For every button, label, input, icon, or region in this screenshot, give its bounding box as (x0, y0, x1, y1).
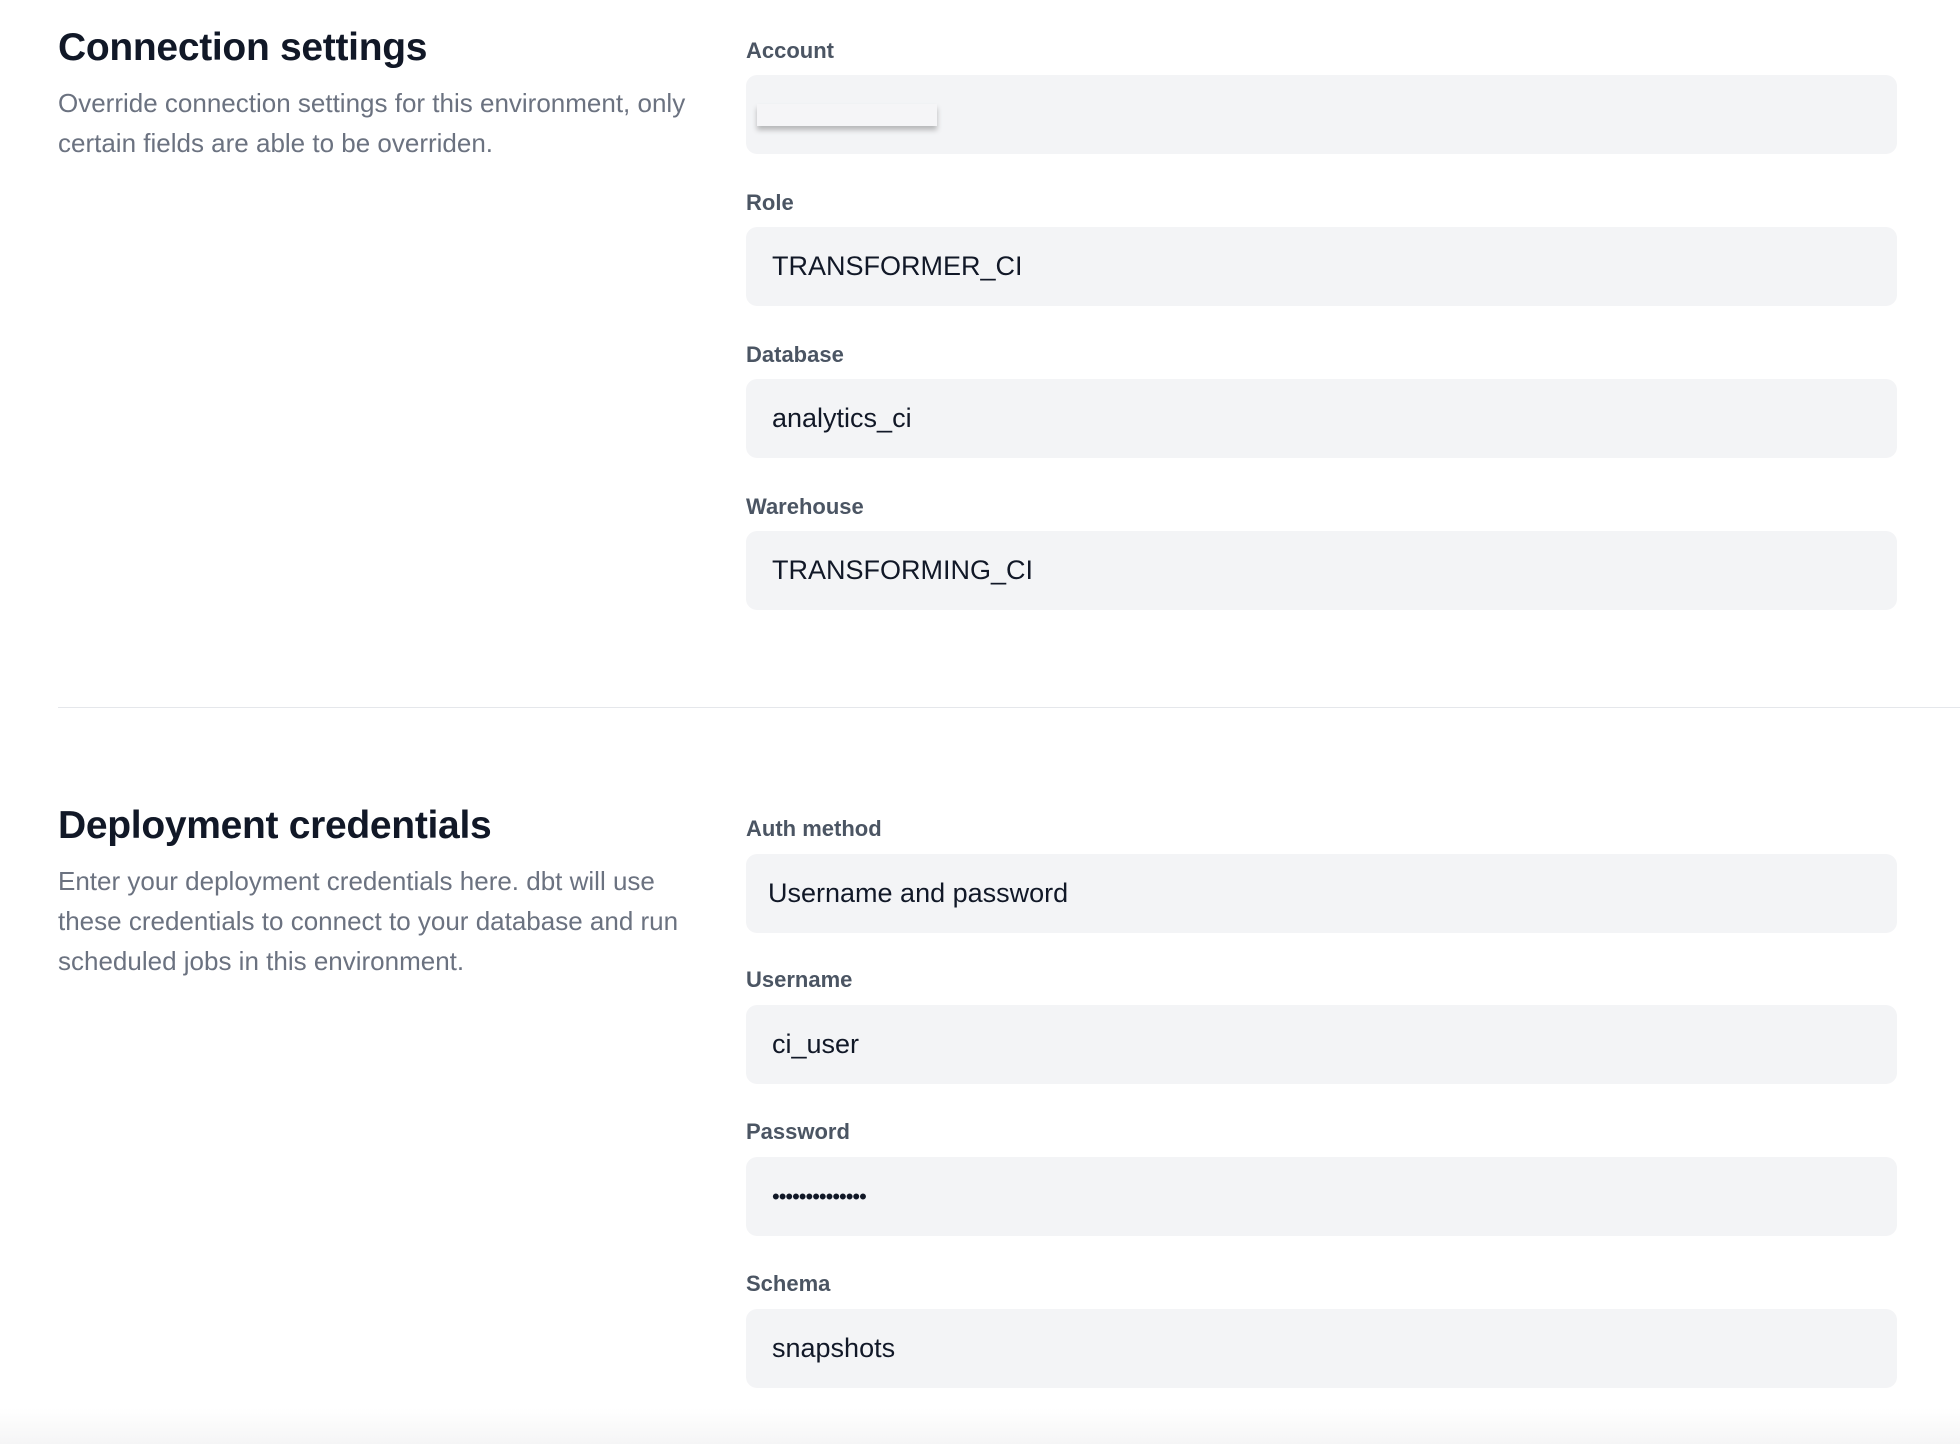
database-field[interactable]: analytics_ci (746, 379, 1897, 458)
role-label: Role (746, 190, 794, 215)
deployment-credentials-description: Enter your deployment credentials here. … (58, 866, 679, 976)
warehouse-field[interactable]: TRANSFORMING_CI (746, 531, 1897, 610)
bottom-shadow (0, 1408, 1960, 1444)
password-field[interactable]: •••••••••••••• (746, 1157, 1897, 1236)
account-field[interactable] (746, 75, 1897, 154)
username-label: Username (746, 967, 853, 992)
deployment-credentials-title: Deployment credentials (58, 804, 492, 847)
schema-field[interactable]: snapshots (746, 1309, 1897, 1388)
auth-method-select[interactable]: Username and password (746, 854, 1897, 933)
warehouse-label: Warehouse (746, 494, 864, 519)
schema-label: Schema (746, 1271, 831, 1296)
connection-settings-description: Override connection settings for this en… (58, 88, 686, 158)
role-field[interactable]: TRANSFORMER_CI (746, 227, 1897, 306)
connection-settings-title: Connection settings (58, 26, 428, 69)
redacted-account-value (757, 103, 937, 126)
section-divider (58, 707, 1960, 708)
auth-method-label: Auth method (746, 816, 882, 841)
password-label: Password (746, 1119, 850, 1144)
account-label: Account (746, 38, 834, 63)
database-label: Database (746, 342, 844, 367)
username-field[interactable]: ci_user (746, 1005, 1897, 1084)
